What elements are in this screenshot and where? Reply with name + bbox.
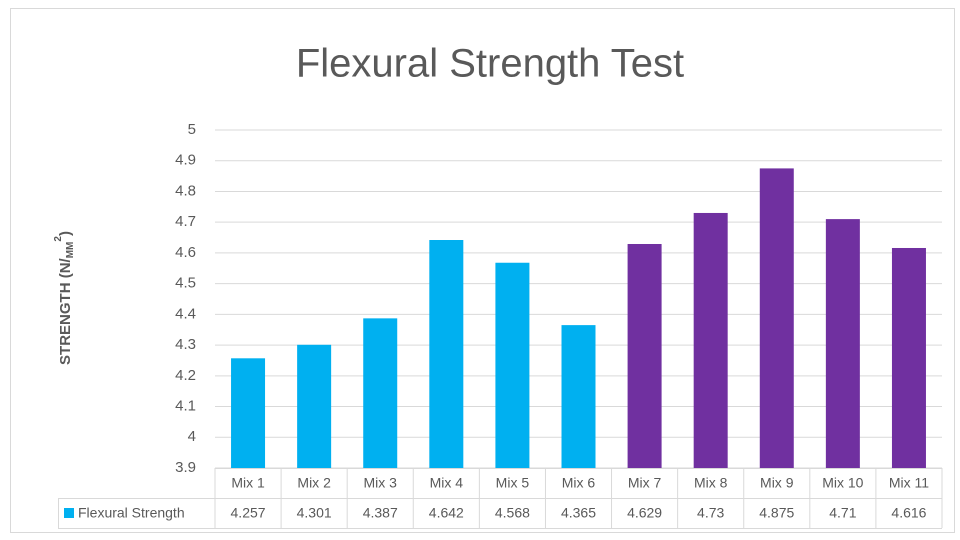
y-tick-label: 4.6 <box>175 244 196 261</box>
x-tick-label: Mix 3 <box>364 475 398 491</box>
y-tick-label: 4.7 <box>175 213 196 230</box>
x-tick-label: Mix 1 <box>231 475 265 491</box>
y-tick-label: 5 <box>188 121 196 138</box>
x-tick-label: Mix 7 <box>628 475 662 491</box>
bar <box>825 219 860 468</box>
y-tick-label: 4.3 <box>175 336 196 353</box>
chart-title: Flexural Strength Test <box>296 42 684 86</box>
bar <box>561 325 596 468</box>
value-label: 4.642 <box>429 505 464 521</box>
y-label-end: ) <box>57 231 74 236</box>
bar <box>495 262 530 468</box>
value-label: 4.568 <box>495 505 530 521</box>
value-label: 4.301 <box>297 505 332 521</box>
legend-label: Flexural Strength <box>78 505 185 521</box>
x-tick-label: Mix 4 <box>430 475 464 491</box>
x-tick-label: Mix 9 <box>760 475 794 491</box>
x-tick-label: Mix 2 <box>297 475 331 491</box>
bar <box>429 240 464 468</box>
value-label: 4.616 <box>891 505 926 521</box>
bar <box>759 168 794 468</box>
chart-border <box>10 8 955 533</box>
value-label: 4.73 <box>697 505 724 521</box>
y-tick-label: 4 <box>188 428 196 445</box>
bar <box>891 247 926 468</box>
value-label: 4.71 <box>829 505 856 521</box>
x-tick-label: Mix 8 <box>694 475 728 491</box>
y-tick-label: 4.2 <box>175 367 196 384</box>
x-tick-label: Mix 11 <box>889 475 929 491</box>
value-label: 4.387 <box>363 505 398 521</box>
y-tick-label: 4.8 <box>175 182 196 199</box>
legend-swatch <box>64 508 74 518</box>
y-label-sup: 2 <box>53 236 64 242</box>
y-tick-label: 4.9 <box>175 152 196 169</box>
y-label-main: STRENGTH (N/ <box>57 257 74 364</box>
bar <box>693 212 728 468</box>
bar <box>363 318 398 468</box>
x-tick-label: Mix 5 <box>496 475 530 491</box>
value-label: 4.629 <box>627 505 662 521</box>
y-axis-label: STRENGTH (N/MM2) <box>53 231 76 365</box>
value-label: 4.365 <box>561 505 596 521</box>
bar <box>297 344 332 468</box>
bar <box>231 358 266 468</box>
bar <box>627 243 662 468</box>
value-label: 4.875 <box>759 505 794 521</box>
y-tick-label: 4.5 <box>175 275 196 292</box>
x-tick-label: Mix 6 <box>562 475 596 491</box>
y-tick-label: 4.1 <box>175 398 196 415</box>
y-tick-label: 4.4 <box>175 305 196 322</box>
value-label: 4.257 <box>231 505 266 521</box>
y-tick-label: 3.9 <box>175 459 196 476</box>
y-label-sub: MM <box>65 242 76 259</box>
x-tick-label: Mix 10 <box>822 475 863 491</box>
